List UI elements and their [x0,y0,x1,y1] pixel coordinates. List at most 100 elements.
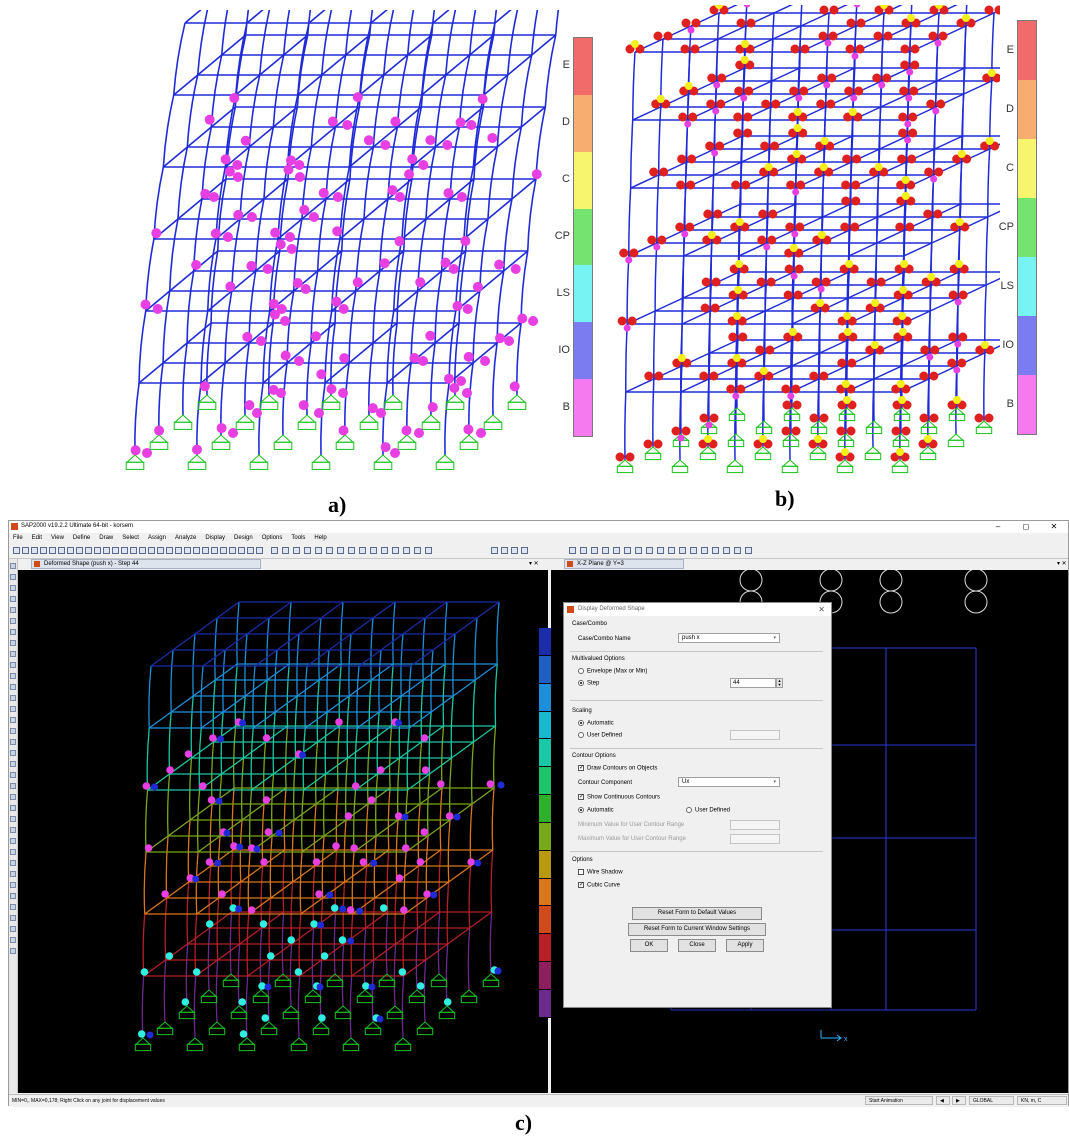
menu-select[interactable]: Select [122,535,139,541]
side-tool-icon[interactable] [10,684,16,690]
toolbar-icon[interactable] [370,547,377,554]
menu-assign[interactable]: Assign [147,535,166,541]
toolbar-icon[interactable] [569,547,576,554]
contour-user-defined-radio[interactable]: User Defined [686,807,730,814]
side-tool-icon[interactable] [10,618,16,624]
side-tool-icon[interactable] [10,728,16,734]
close-window-button[interactable]: ✕ [1050,522,1058,531]
side-tool-icon[interactable] [10,849,16,855]
toolbar-icon[interactable] [326,547,333,554]
toolbar-icon[interactable] [624,547,631,554]
toolbar-icon[interactable] [211,547,218,554]
toolbar-icon[interactable] [359,547,366,554]
toolbar-icon[interactable] [148,547,155,554]
toolbar-icon[interactable] [130,547,137,554]
side-tool-icon[interactable] [10,794,16,800]
menu-help[interactable]: Help [314,535,327,541]
continuous-contours-checkbox[interactable]: ✓ Show Continuous Contours [578,794,661,801]
side-tool-icon[interactable] [10,926,16,932]
menu-view[interactable]: View [51,535,64,541]
contour-automatic-radio[interactable]: Automatic [578,807,614,814]
side-tool-icon[interactable] [10,574,16,580]
start-animation-button[interactable]: Start Animation [865,1096,933,1105]
max-contour-input[interactable] [730,834,780,844]
menu-options[interactable]: Options [261,535,283,541]
side-tool-icon[interactable] [10,893,16,899]
toolbar-icon[interactable] [668,547,675,554]
side-tool-icon[interactable] [10,629,16,635]
toolbar-icon[interactable] [580,547,587,554]
tab-xz-plane[interactable]: X-Z Plane @ Y=3 [564,559,684,569]
toolbar-icon[interactable] [247,547,254,554]
toolbar-icon[interactable] [425,547,432,554]
toolbar-icon[interactable] [712,547,719,554]
side-tool-icon[interactable] [10,585,16,591]
step-number-input[interactable]: 44 [730,678,776,688]
side-tool-icon[interactable] [10,607,16,613]
side-tool-icon[interactable] [10,750,16,756]
side-tool-icon[interactable] [10,662,16,668]
toolbar-icon[interactable] [282,547,289,554]
toolbar-icon[interactable] [414,547,421,554]
side-tool-icon[interactable] [10,838,16,844]
toolbar-icon[interactable] [121,547,128,554]
toolbar-icon[interactable] [613,547,620,554]
side-tool-icon[interactable] [10,805,16,811]
close-button[interactable]: Close [678,939,716,952]
toolbar-icon[interactable] [293,547,300,554]
menu-edit[interactable]: Edit [31,535,43,541]
toolbar-icon[interactable] [229,547,236,554]
side-tool-icon[interactable] [10,739,16,745]
scale-factor-input[interactable] [730,730,780,740]
toolbar-icon[interactable] [271,547,278,554]
toolbar-icon[interactable] [690,547,697,554]
draw-contours-checkbox[interactable]: ✓ Draw Contours on Objects [578,765,658,772]
side-tool-icon[interactable] [10,937,16,943]
side-tool-icon[interactable] [10,651,16,657]
toolbar-icon[interactable] [103,547,110,554]
side-tool-icon[interactable] [10,673,16,679]
apply-button[interactable]: Apply [726,939,764,952]
side-tool-icon[interactable] [10,640,16,646]
menu-display[interactable]: Display [205,535,226,541]
toolbar-icon[interactable] [157,547,164,554]
side-tool-icon[interactable] [10,816,16,822]
toolbar-icon[interactable] [403,547,410,554]
tab-left-close-button[interactable]: ▾ ✕ [529,561,539,567]
toolbar-icon[interactable] [381,547,388,554]
toolbar-icon[interactable] [657,547,664,554]
toolbar-icon[interactable] [166,547,173,554]
menu-analyze[interactable]: Analyze [174,535,197,541]
scaling-user-defined-radio[interactable]: User Defined [578,732,622,739]
cubic-curve-checkbox[interactable]: ✓ Cubic Curve [578,882,621,889]
toolbar-icon[interactable] [139,547,146,554]
toolbar-icon[interactable] [220,547,227,554]
wire-shadow-checkbox[interactable]: Wire Shadow [578,869,623,876]
dialog-close-icon[interactable]: ✕ [818,605,825,614]
toolbar-icon[interactable] [85,547,92,554]
side-tool-icon[interactable] [10,563,16,569]
toolbar-icon[interactable] [723,547,730,554]
toolbar-icon[interactable] [76,547,83,554]
toolbar-icon[interactable] [238,547,245,554]
toolbar-icon[interactable] [521,547,528,554]
side-tool-icon[interactable] [10,772,16,778]
toolbar-icon[interactable] [304,547,311,554]
toolbar-icon[interactable] [315,547,322,554]
side-tool-icon[interactable] [10,717,16,723]
toolbar-icon[interactable] [701,547,708,554]
menu-define[interactable]: Define [72,535,91,541]
contour-component-select[interactable]: Ux ▾ [678,777,780,787]
side-tool-icon[interactable] [10,948,16,954]
side-tool-icon[interactable] [10,871,16,877]
toolbar-icon[interactable] [635,547,642,554]
step-radio[interactable]: Step [578,680,599,687]
step-back-button[interactable]: ◀ [936,1096,950,1105]
toolbar-icon[interactable] [13,547,20,554]
case-combo-select[interactable]: push x ▾ [678,633,780,643]
toolbar-icon[interactable] [94,547,101,554]
toolbar-icon[interactable] [67,547,74,554]
ok-button[interactable]: OK [630,939,668,952]
toolbar-icon[interactable] [58,547,65,554]
side-tool-icon[interactable] [10,783,16,789]
